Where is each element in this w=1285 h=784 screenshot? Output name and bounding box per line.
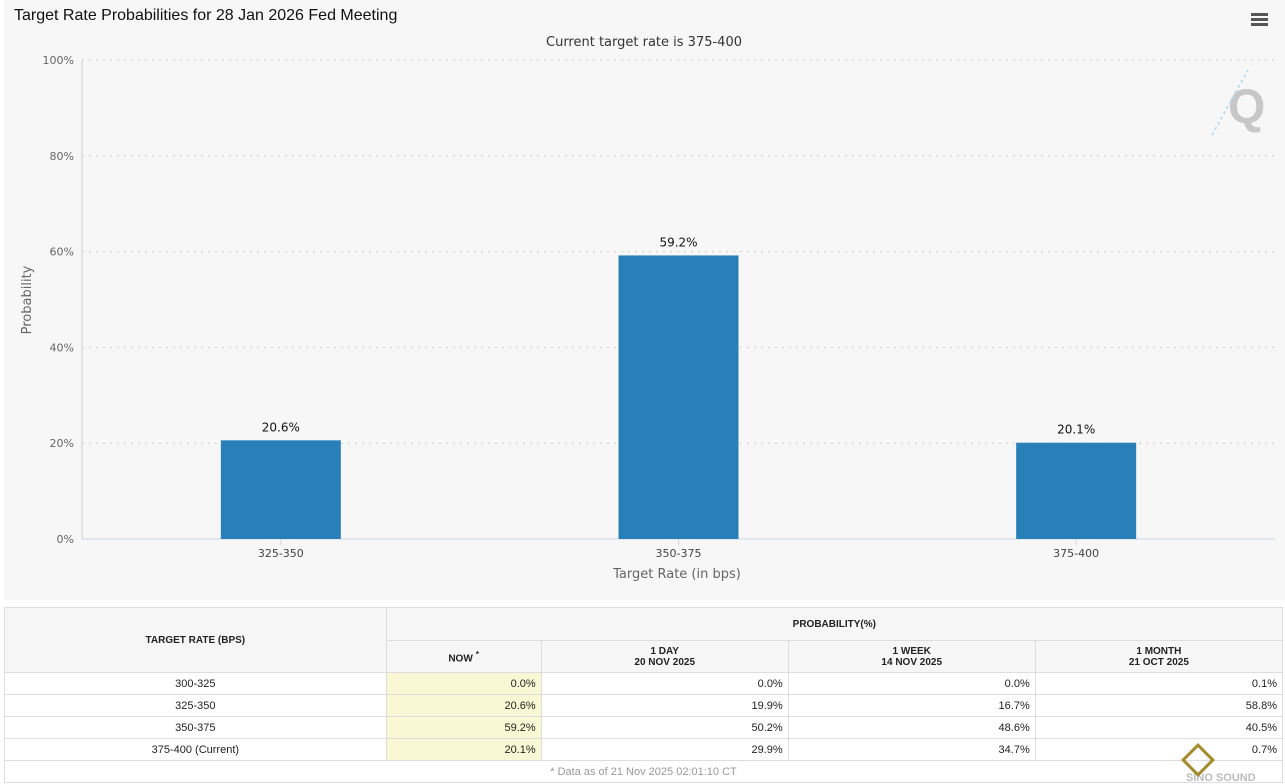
bar-chart: Current target rate is 375-400 Probabili…	[20, 35, 1275, 582]
col-header: 1 WEEK 14 NOV 2025	[787, 640, 1036, 673]
probability-cell: 0.1%	[1034, 672, 1284, 695]
probability-cell: 40.5%	[1034, 716, 1284, 739]
col-header-label: 1 DAY	[650, 645, 679, 657]
probability-cell: 20.1%	[385, 738, 542, 761]
probability-cell: 59.2%	[385, 716, 542, 739]
y-tick-label: 20%	[50, 437, 74, 450]
hamburger-menu-icon[interactable]	[1251, 13, 1268, 27]
col-header-sub: 21 OCT 2025	[1128, 656, 1189, 668]
y-tick-label: 80%	[50, 150, 74, 163]
q-logo: Q	[1211, 69, 1265, 136]
probability-cell: 19.9%	[540, 694, 789, 717]
table-row: 350-375 59.2% 50.2% 48.6% 40.5%	[4, 716, 1284, 739]
chart-subtitle: Current target rate is 375-400	[546, 35, 742, 50]
probability-cell: 0.0%	[385, 672, 542, 695]
y-tick-label: 60%	[50, 246, 74, 259]
col-header-label: 1 WEEK	[892, 645, 931, 657]
chart-title: Target Rate Probabilities for 28 Jan 202…	[14, 7, 398, 24]
rate-cell: 325-350	[4, 694, 387, 717]
y-tick-label: 100%	[43, 54, 74, 67]
footnote: * Data as of 21 Nov 2025 02:01:10 CT	[4, 761, 1283, 783]
table-row: 325-350 20.6% 19.9% 16.7% 58.8%	[4, 694, 1284, 717]
x-tick-label: 350-375	[656, 547, 702, 560]
x-tick-label: 375-400	[1053, 547, 1099, 560]
data-label: 20.1%	[1057, 423, 1095, 437]
col-header: NOW *	[385, 640, 542, 673]
x-tick-label: 325-350	[258, 547, 304, 560]
bar-375-400[interactable]	[1016, 442, 1137, 539]
probability-cell: 0.0%	[540, 672, 789, 695]
table-row: 300-325 0.0% 0.0% 0.0% 0.1%	[4, 672, 1284, 695]
bar-325-350[interactable]	[220, 440, 341, 539]
col-header-label: NOW	[448, 653, 473, 665]
probability-cell: 58.8%	[1034, 694, 1284, 717]
y-axis-label: Probability	[20, 265, 35, 334]
probability-table: TARGET RATE (BPS) PROBABILITY(%) NOW * 1 D…	[4, 607, 1284, 761]
bar-350-375[interactable]	[618, 255, 739, 539]
y-tick-label: 40%	[50, 341, 74, 354]
col-header-label: 1 MONTH	[1136, 645, 1182, 657]
svg-text:Q: Q	[1228, 81, 1265, 134]
data-label: 59.2%	[659, 235, 697, 249]
y-tick-label: 0%	[57, 533, 74, 546]
col-header-sub: *	[475, 648, 480, 659]
probability-cell: 34.7%	[787, 738, 1036, 761]
probability-cell: 50.2%	[540, 716, 789, 739]
rate-cell: 300-325	[4, 672, 387, 695]
data-label: 20.6%	[262, 420, 300, 434]
probability-cell: 0.7%	[1034, 738, 1284, 761]
probability-cell: 29.9%	[540, 738, 789, 761]
probability-cell: 0.0%	[787, 672, 1036, 695]
rate-cell: 375-400 (Current)	[4, 738, 387, 761]
col-header: 1 MONTH 21 OCT 2025	[1034, 640, 1284, 673]
table-row: 375-400 (Current) 20.1% 29.9% 34.7% 0.7%	[4, 738, 1284, 761]
probability-cell: 20.6%	[385, 694, 542, 717]
probability-cell: 16.7%	[787, 694, 1036, 717]
x-axis-label: Target Rate (in bps)	[612, 567, 741, 582]
group-header: PROBABILITY(%)	[385, 607, 1284, 641]
probability-cell: 48.6%	[787, 716, 1036, 739]
rate-cell: 350-375	[4, 716, 387, 739]
sino-sound-watermark: SINO SOUND	[1181, 743, 1285, 784]
col-header-sub: 14 NOV 2025	[881, 656, 943, 668]
col-header: 1 DAY 20 NOV 2025	[540, 640, 789, 673]
col-header-sub: 20 NOV 2025	[634, 656, 696, 668]
col-header-rate: TARGET RATE (BPS)	[4, 607, 387, 673]
